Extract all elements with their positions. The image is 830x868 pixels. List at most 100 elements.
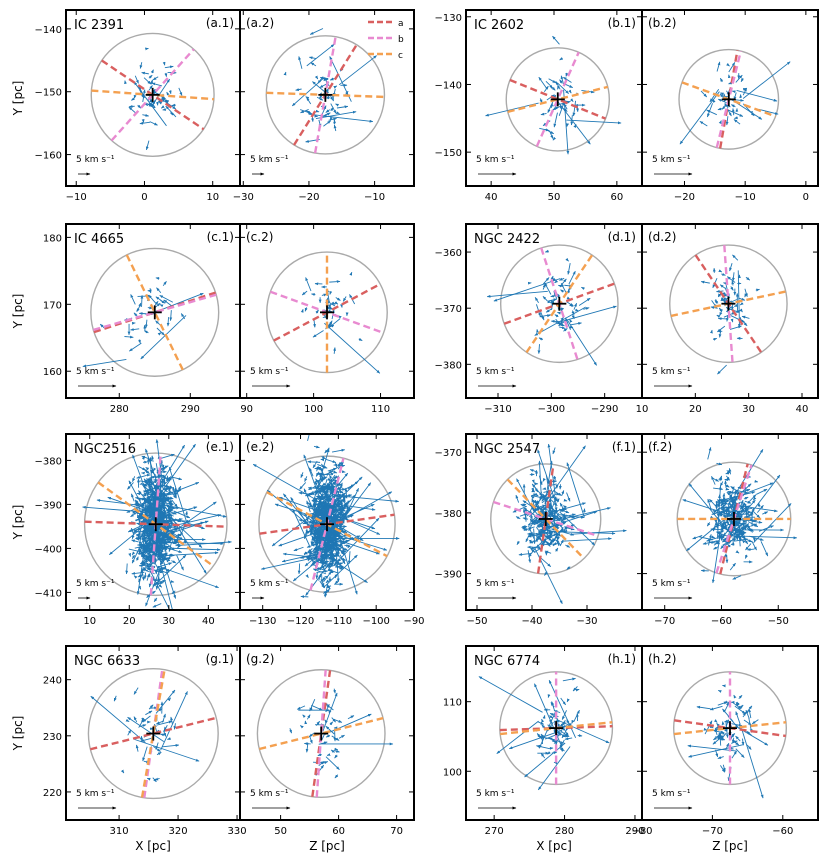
velocity-arrow (557, 82, 569, 94)
velocity-arrow (515, 516, 521, 520)
velocity-arrow (572, 686, 578, 692)
velocity-arrow (571, 719, 575, 724)
velocity-arrow (166, 317, 170, 327)
velocity-arrow (130, 328, 140, 331)
velocity-arrow (300, 725, 304, 729)
panel-plot-area (669, 244, 788, 375)
velocity-arrow (544, 550, 552, 554)
velocity-arrow (169, 508, 174, 512)
velocity-arrow (542, 277, 550, 285)
velocity-scale-label: 5 km s⁻¹ (652, 367, 691, 377)
panel-plot-area (266, 251, 388, 374)
velocity-arrow (141, 71, 149, 75)
velocity-arrow (720, 530, 725, 534)
velocity-arrow (746, 548, 755, 551)
velocity-arrow (700, 280, 710, 284)
velocity-arrow (134, 528, 138, 534)
velocity-arrow (141, 119, 145, 123)
velocity-arrow (305, 742, 309, 753)
velocity-arrow (302, 714, 306, 719)
velocity-arrow (522, 517, 529, 521)
velocity-arrow (333, 85, 338, 89)
velocity-arrow (134, 75, 139, 84)
velocity-arrow (733, 694, 737, 699)
velocity-arrow (143, 498, 151, 501)
velocity-arrow (156, 287, 162, 294)
panel-frame (239, 9, 415, 187)
velocity-arrow (331, 301, 336, 305)
velocity-arrow (537, 721, 545, 725)
velocity-arrow (711, 475, 716, 485)
velocity-arrow (730, 286, 734, 291)
y-tick-label: −370 (435, 304, 462, 315)
velocity-arrow (536, 745, 551, 750)
cluster-name: IC 4665 (74, 232, 124, 247)
velocity-arrow (554, 547, 559, 552)
velocity-arrow (173, 723, 177, 730)
velocity-arrow (545, 80, 556, 91)
velocity-arrow (162, 61, 166, 66)
velocity-arrow (144, 538, 152, 549)
x-tick-label: −20 (674, 192, 695, 203)
y-tick-label: −400 (35, 544, 62, 555)
velocity-arrow (159, 295, 174, 303)
x-tick-label: 320 (169, 826, 188, 837)
velocity-arrow (542, 283, 546, 290)
velocity-arrow (717, 107, 723, 111)
velocity-arrow (146, 491, 150, 500)
velocity-arrow (335, 111, 340, 114)
velocity-arrow (711, 535, 716, 539)
velocity-arrow (148, 513, 154, 518)
velocity-arrow (289, 728, 292, 734)
velocity-arrow (325, 756, 340, 770)
velocity-arrow (99, 323, 105, 329)
velocity-arrow (744, 500, 752, 504)
velocity-arrow (131, 551, 136, 556)
velocity-arrow (329, 474, 333, 479)
x-tick-label: 290 (181, 404, 200, 415)
velocity-arrow (167, 737, 171, 740)
velocity-arrow (138, 466, 146, 471)
velocity-arrow (349, 271, 353, 276)
velocity-arrow (713, 546, 719, 550)
y-tick-label: −410 (35, 588, 62, 599)
velocity-arrow (559, 277, 565, 281)
cluster-name: NGC2516 (74, 442, 136, 457)
legend: abc (368, 19, 404, 61)
y-tick-label: 170 (43, 300, 62, 311)
x-tick-label: −50 (466, 616, 487, 627)
panel-plot-area (676, 447, 798, 584)
velocity-arrow (742, 502, 746, 507)
velocity-arrow (158, 540, 163, 544)
velocity-arrow (148, 458, 153, 462)
velocity-arrow (156, 327, 165, 336)
velocity-arrow (333, 688, 336, 694)
velocity-arrow (328, 117, 337, 121)
panel-plot-area (90, 32, 215, 157)
velocity-arrow (542, 487, 547, 490)
velocity-scale-label: 5 km s⁻¹ (76, 367, 115, 377)
velocity-arrow (558, 101, 565, 116)
velocity-arrow (321, 105, 327, 115)
velocity-arrow (751, 719, 759, 725)
velocity-arrow (534, 297, 540, 303)
velocity-arrow (330, 95, 334, 101)
velocity-arrow (558, 105, 562, 110)
velocity-arrow (148, 74, 153, 79)
velocity-arrow (758, 108, 779, 115)
y-tick-label: 220 (43, 788, 62, 799)
velocity-arrow (560, 519, 565, 523)
velocity-arrow (141, 567, 145, 581)
velocity-arrow (308, 113, 374, 123)
y-tick-label: −140 (435, 80, 462, 91)
velocity-arrow (552, 136, 557, 141)
velocity-arrow (161, 105, 165, 109)
velocity-arrow (762, 511, 769, 515)
velocity-arrow (551, 538, 554, 544)
velocity-arrow (719, 481, 724, 487)
velocity-arrow (332, 478, 337, 482)
velocity-arrow (553, 112, 558, 128)
velocity-arrow (151, 455, 155, 462)
velocity-arrow (752, 520, 763, 524)
velocity-arrow (703, 727, 708, 731)
